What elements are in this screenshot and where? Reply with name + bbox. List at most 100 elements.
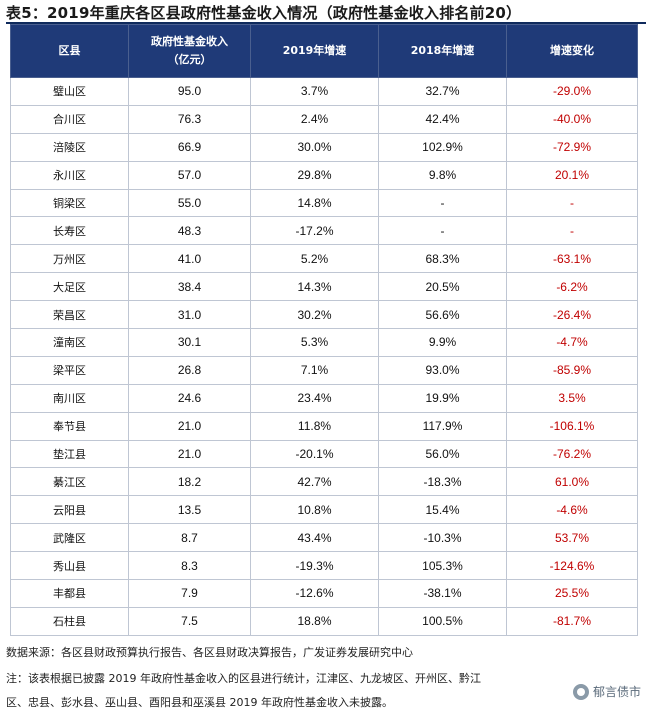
cell-change: - (506, 188, 638, 218)
cell-district: 合川区 (10, 104, 129, 134)
cell-growth-2019: -19.3% (250, 551, 379, 581)
header-income-line1: 政府性基金收入 (151, 35, 228, 48)
cell-growth-2018: 9.8% (378, 160, 507, 190)
cell-growth-2019: 43.4% (250, 523, 379, 553)
cell-growth-2018: -18.3% (378, 467, 507, 497)
cell-district: 石柱县 (10, 606, 129, 636)
cell-income: 18.2 (128, 467, 251, 497)
cell-growth-2019: 11.8% (250, 411, 379, 441)
cell-change: -6.2% (506, 272, 638, 302)
header-change: 增速变化 (506, 24, 638, 78)
table-row: 长寿区 48.3 -17.2% - - (10, 216, 638, 246)
cell-district: 南川区 (10, 383, 129, 413)
cell-change: -4.6% (506, 495, 638, 525)
table-body: 璧山区 95.0 3.7% 32.7% -29.0% 合川区 76.3 2.4% 42.4% -4… (10, 77, 638, 636)
cell-growth-2019: -17.2% (250, 216, 379, 246)
cell-growth-2018: 19.9% (378, 383, 507, 413)
table-row: 武隆区 8.7 43.4% -10.3% 53.7% (10, 523, 638, 553)
cell-change: -76.2% (506, 439, 638, 469)
table-row: 大足区 38.4 14.3% 20.5% -6.2% (10, 272, 638, 302)
cell-growth-2018: 105.3% (378, 551, 507, 581)
cell-income: 76.3 (128, 104, 251, 134)
header-income-line2: （亿元） (167, 53, 212, 66)
cell-income: 31.0 (128, 300, 251, 330)
cell-district: 武隆区 (10, 523, 129, 553)
cell-growth-2019: 10.8% (250, 495, 379, 525)
header-income: 政府性基金收入 （亿元） (128, 24, 251, 78)
cell-district: 綦江区 (10, 467, 129, 497)
cell-district: 潼南区 (10, 328, 129, 357)
cell-growth-2018: 100.5% (378, 606, 507, 636)
cell-change: -4.7% (506, 328, 638, 357)
cell-income: 66.9 (128, 132, 251, 162)
cell-growth-2018: 68.3% (378, 244, 507, 274)
cell-district: 涪陵区 (10, 132, 129, 162)
cell-district: 铜梁区 (10, 188, 129, 218)
table-row: 奉节县 21.0 11.8% 117.9% -106.1% (10, 411, 638, 441)
cell-change: 53.7% (506, 523, 638, 553)
table-row: 云阳县 13.5 10.8% 15.4% -4.6% (10, 495, 638, 525)
cell-growth-2018: - (378, 216, 507, 246)
cell-growth-2019: 7.1% (250, 355, 379, 385)
cell-change: 20.1% (506, 160, 638, 190)
cell-income: 21.0 (128, 411, 251, 441)
footnote-line1: 注：该表根据已披露 2019 年政府性基金收入的区县进行统计，江津区、九龙坡区、… (6, 672, 481, 685)
table-row: 秀山县 8.3 -19.3% 105.3% -124.6% (10, 551, 638, 581)
cell-income: 30.1 (128, 328, 251, 357)
cell-growth-2018: 9.9% (378, 328, 507, 357)
cell-growth-2018: 42.4% (378, 104, 507, 134)
table-row: 垫江县 21.0 -20.1% 56.0% -76.2% (10, 439, 638, 469)
wechat-icon (572, 683, 589, 700)
cell-district: 云阳县 (10, 495, 129, 525)
cell-income: 21.0 (128, 439, 251, 469)
cell-change: 25.5% (506, 579, 638, 608)
table-row: 石柱县 7.5 18.8% 100.5% -81.7% (10, 606, 638, 636)
cell-growth-2019: 29.8% (250, 160, 379, 190)
cell-change: -72.9% (506, 132, 638, 162)
header-district: 区县 (10, 24, 129, 78)
fund-income-table: 区县 政府性基金收入 （亿元） 2019年增速 2018年增速 增速变化 璧山区… (10, 24, 638, 636)
cell-change: -40.0% (506, 104, 638, 134)
cell-district: 奉节县 (10, 411, 129, 441)
title-divider (6, 22, 646, 24)
cell-change: 3.5% (506, 383, 638, 413)
cell-growth-2019: 5.2% (250, 244, 379, 274)
cell-growth-2018: 117.9% (378, 411, 507, 441)
footnote-line2: 区、忠县、彭水县、巫山县、酉阳县和巫溪县 2019 年政府性基金收入未披露。 (6, 696, 393, 709)
cell-growth-2018: 93.0% (378, 355, 507, 385)
watermark: 郁言债市 (572, 683, 641, 700)
cell-income: 41.0 (128, 244, 251, 274)
cell-growth-2019: 3.7% (250, 77, 379, 106)
cell-growth-2018: 32.7% (378, 77, 507, 106)
cell-change: 61.0% (506, 467, 638, 497)
cell-growth-2019: 42.7% (250, 467, 379, 497)
cell-income: 7.9 (128, 579, 251, 608)
cell-growth-2018: 20.5% (378, 272, 507, 302)
table-row: 南川区 24.6 23.4% 19.9% 3.5% (10, 383, 638, 413)
header-row: 区县 政府性基金收入 （亿元） 2019年增速 2018年增速 增速变化 (10, 24, 638, 78)
table-row: 丰都县 7.9 -12.6% -38.1% 25.5% (10, 579, 638, 608)
header-growth-2019: 2019年增速 (250, 24, 379, 78)
cell-district: 丰都县 (10, 579, 129, 608)
cell-income: 24.6 (128, 383, 251, 413)
table-row: 潼南区 30.1 5.3% 9.9% -4.7% (10, 328, 638, 357)
table-row: 梁平区 26.8 7.1% 93.0% -85.9% (10, 355, 638, 385)
cell-growth-2018: - (378, 188, 507, 218)
cell-change: -63.1% (506, 244, 638, 274)
cell-change: -106.1% (506, 411, 638, 441)
table-title: 表5：2019年重庆各区县政府性基金收入情况（政府性基金收入排名前20） (6, 4, 522, 22)
cell-district: 梁平区 (10, 355, 129, 385)
table-row: 万州区 41.0 5.2% 68.3% -63.1% (10, 244, 638, 274)
cell-district: 秀山县 (10, 551, 129, 581)
cell-change: - (506, 216, 638, 246)
cell-change: -26.4% (506, 300, 638, 330)
table-row: 合川区 76.3 2.4% 42.4% -40.0% (10, 104, 638, 134)
cell-change: -81.7% (506, 606, 638, 636)
cell-growth-2018: -38.1% (378, 579, 507, 608)
cell-income: 55.0 (128, 188, 251, 218)
table-row: 铜梁区 55.0 14.8% - - (10, 188, 638, 218)
cell-growth-2019: 30.2% (250, 300, 379, 330)
table-row: 綦江区 18.2 42.7% -18.3% 61.0% (10, 467, 638, 497)
cell-growth-2018: 15.4% (378, 495, 507, 525)
cell-income: 57.0 (128, 160, 251, 190)
